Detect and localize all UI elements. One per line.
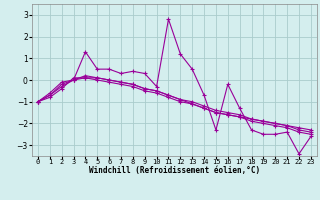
X-axis label: Windchill (Refroidissement éolien,°C): Windchill (Refroidissement éolien,°C) <box>89 166 260 175</box>
